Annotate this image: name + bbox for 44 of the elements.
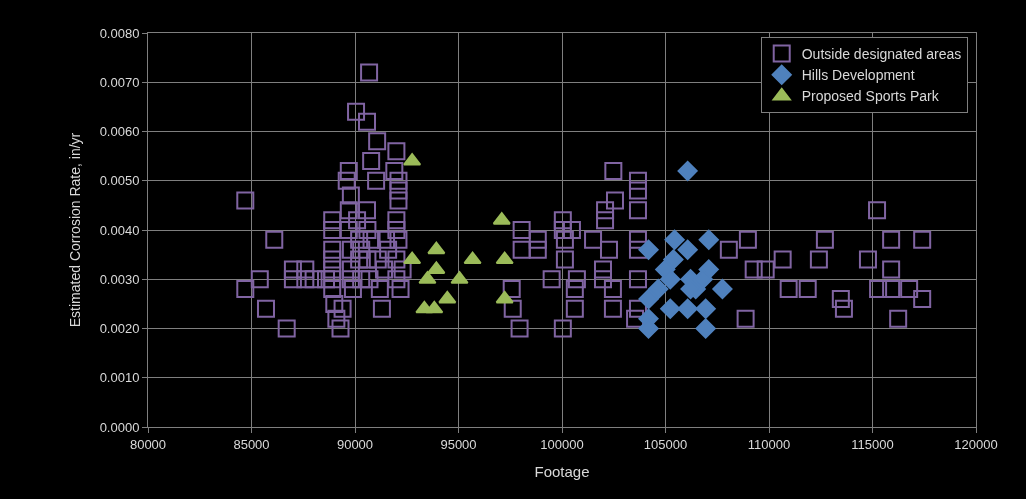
point: [403, 251, 422, 265]
legend-label: Hills Development: [801, 67, 915, 84]
point: [677, 298, 698, 319]
point: [660, 269, 681, 290]
point: [463, 251, 482, 265]
point: [663, 249, 684, 270]
point: [495, 290, 514, 304]
x-tick-label: 95000: [440, 436, 477, 452]
y-tick-label: 0.0000: [99, 419, 140, 435]
point: [660, 298, 681, 319]
y-tick-label: 0.0060: [99, 124, 140, 140]
y-tick-label: 0.0020: [99, 321, 140, 337]
legend-label: Proposed Sports Park: [801, 88, 940, 105]
y-axis-title: Estimated Corrosion Rate, in/yr: [67, 132, 84, 328]
point: [698, 229, 719, 250]
x-tick-label: 110000: [747, 436, 791, 452]
x-tick-label: 105000: [643, 436, 688, 452]
x-tick-label: 100000: [540, 436, 584, 452]
point: [638, 239, 659, 260]
point: [677, 160, 698, 181]
y-tick-label: 0.0080: [99, 25, 140, 41]
point: [425, 300, 444, 314]
y-tick-label: 0.0070: [99, 74, 140, 90]
x-tick-label: 120000: [954, 436, 998, 452]
x-tick-label: 115000: [851, 436, 894, 452]
x-tick-label: 80000: [129, 436, 167, 452]
point: [427, 241, 446, 255]
x-tick-label: 90000: [336, 436, 374, 452]
point: [664, 229, 685, 250]
y-tick-label: 0.0040: [99, 222, 140, 238]
point: [495, 251, 514, 265]
y-tick-label: 0.0030: [99, 271, 140, 287]
point: [638, 288, 659, 310]
point: [695, 298, 716, 319]
x-axis-title: Footage: [534, 462, 590, 480]
legend-label: Outside designated areas: [801, 46, 962, 62]
y-tick-label: 0.0010: [99, 370, 140, 386]
point: [648, 279, 669, 300]
y-tick-label: 0.0050: [99, 173, 140, 189]
point: [677, 239, 698, 260]
point: [712, 279, 733, 300]
point: [438, 290, 457, 304]
point: [695, 318, 716, 339]
x-tick-label: 85000: [233, 436, 270, 452]
